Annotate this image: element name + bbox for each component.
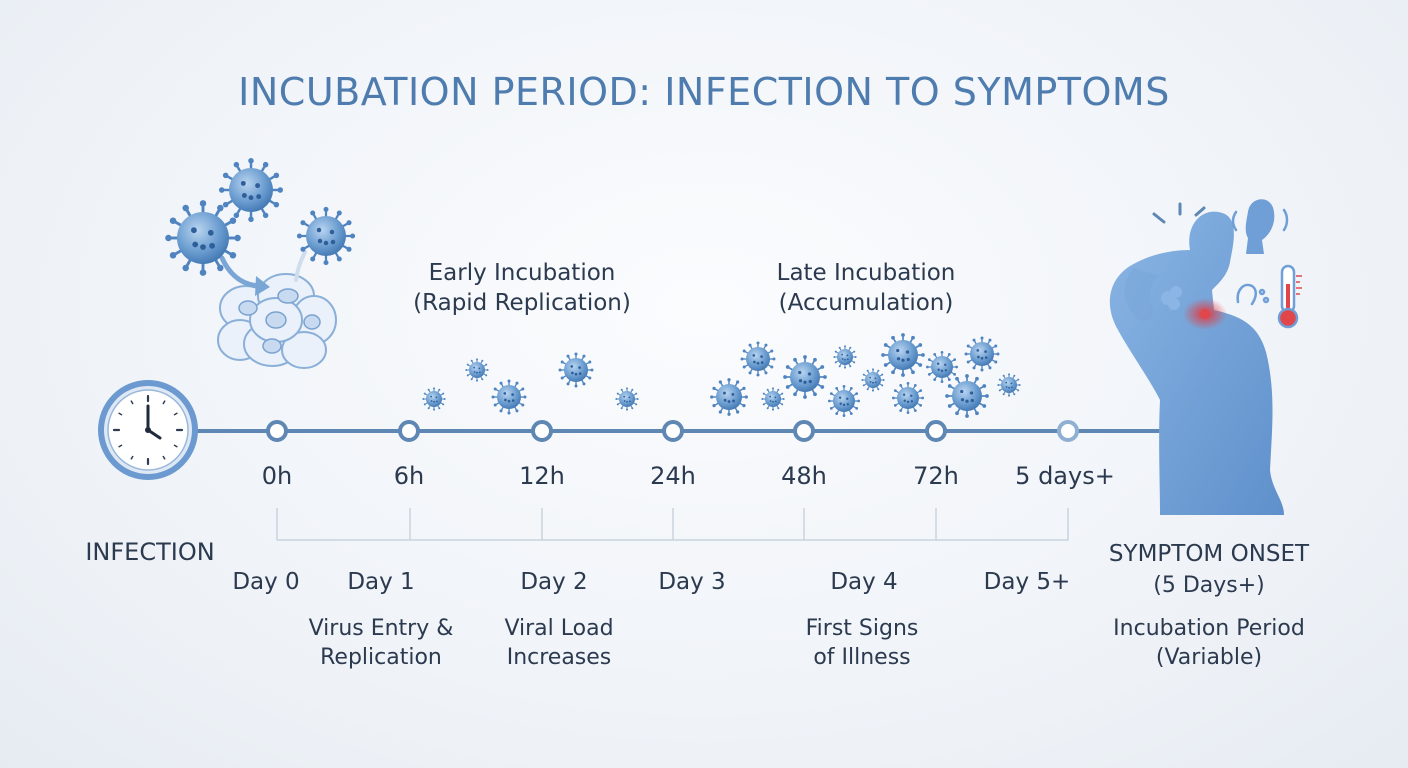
desc-first-signs-line1: First Signs [805, 616, 919, 641]
virus-icon [881, 333, 925, 377]
tick-6h: 6h [393, 462, 425, 490]
virus-icon [861, 368, 885, 392]
virus-icon [833, 345, 857, 369]
thermometer-icon [1277, 264, 1302, 329]
phase-late-title: Late Incubation [776, 260, 956, 286]
desc-virus-entry-line2: Replication [320, 645, 442, 670]
day-brackets [276, 508, 1069, 541]
incubation-period-line1: Incubation Period [1113, 616, 1305, 641]
virus-icon [945, 374, 989, 418]
page-title: INCUBATION PERIOD: INFECTION TO SYMPTOMS [238, 70, 1170, 114]
phase-early-title: Early Incubation [428, 260, 616, 286]
day-4: Day 4 [830, 569, 898, 595]
virus-icon [740, 341, 776, 377]
virus-icon [165, 200, 241, 276]
tick-24h: 24h [650, 462, 696, 490]
virus-icon [891, 381, 925, 415]
tick-72h: 72h [913, 462, 959, 490]
desc-first-signs: First Signs of Illness [806, 614, 919, 672]
virus-icon [615, 387, 639, 411]
virus-icon [558, 352, 594, 388]
timeline-ticks [266, 420, 1079, 442]
virus-icon [710, 378, 748, 416]
phase-late: Late Incubation (Accumulation) [777, 258, 956, 318]
desc-virus-entry: Virus Entry & Replication [309, 614, 454, 672]
virus-icon [761, 387, 785, 411]
virus-icon [491, 379, 527, 415]
virus-icon [964, 336, 1000, 372]
cough-icon [1236, 283, 1270, 306]
day-5plus: Day 5+ [983, 569, 1071, 595]
tick-5days: 5 days+ [1015, 462, 1115, 490]
tick-0h: 0h [261, 462, 293, 490]
clock-icon [98, 380, 198, 480]
desc-first-signs-line2: of Illness [813, 645, 911, 670]
virus-icon [925, 350, 959, 384]
virus-icon [296, 206, 356, 266]
desc-viral-load-line1: Viral Load [504, 616, 614, 641]
phase-early-subtitle: (Rapid Replication) [413, 290, 631, 316]
virus-icon [783, 355, 827, 399]
symptom-onset-sub: (5 Days+) [1153, 573, 1265, 598]
desc-viral-load-line2: Increases [506, 645, 612, 670]
phase-late-subtitle: (Accumulation) [778, 290, 954, 316]
symptom-onset-label: SYMPTOM ONSET [1108, 541, 1310, 567]
person-silhouette-icon [1109, 202, 1284, 515]
day-1: Day 1 [347, 569, 415, 595]
virus-icon [465, 358, 489, 382]
tick-48h: 48h [781, 462, 827, 490]
virus-icon [422, 387, 446, 411]
infection-label: INFECTION [85, 538, 215, 566]
virus-icon [997, 373, 1021, 397]
incubation-period-line2: (Variable) [1155, 645, 1263, 670]
virus-particles [165, 157, 1021, 418]
cell-cluster-icon [217, 273, 337, 369]
cough-cloud-icon [1161, 286, 1182, 310]
desc-viral-load: Viral Load Increases [504, 614, 613, 672]
incubation-period-label: Incubation Period (Variable) [1113, 614, 1305, 672]
desc-virus-entry-line1: Virus Entry & [308, 616, 454, 641]
day-3: Day 3 [658, 569, 726, 595]
virus-icon [827, 384, 861, 418]
tick-12h: 12h [519, 462, 565, 490]
day-0: Day 0 [232, 569, 300, 595]
day-2: Day 2 [520, 569, 588, 595]
phase-early: Early Incubation (Rapid Replication) [413, 258, 631, 318]
virus-icon [218, 157, 284, 223]
head-icon [1245, 199, 1275, 254]
